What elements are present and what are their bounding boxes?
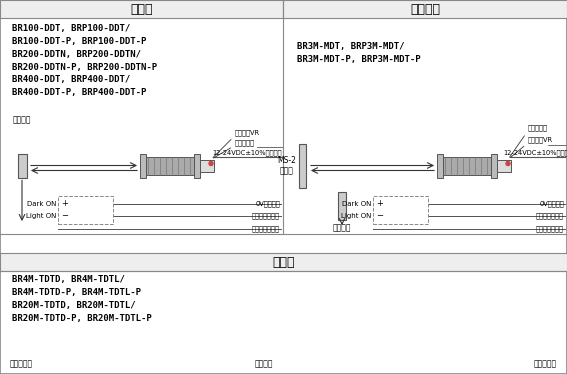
Text: 检测物体: 检测物体 [12,115,31,124]
Text: −: − [61,211,69,220]
Bar [299,144,306,187]
Bar [373,196,428,224]
Bar [18,153,27,178]
Text: Dark ON: Dark ON [27,201,56,207]
Text: +: + [62,199,69,208]
Text: 对射型: 对射型 [272,255,295,269]
Bar [0,0,283,18]
Text: 镜面反射: 镜面反射 [410,3,440,15]
Bar [497,159,511,172]
Bar [194,153,200,178]
Text: 动作指示灯: 动作指示灯 [235,139,255,145]
Text: BR100-DDT, BRP100-DDT/
BR100-DDT-P, BRP100-DDT-P
BR200-DDTN, BRP200-DDTN/
BR200-: BR100-DDT, BRP100-DDT/ BR100-DDT-P, BRP1… [12,24,157,97]
Circle shape [209,162,213,166]
Bar [140,153,146,178]
Text: 调节旋鈕VR: 调节旋鈕VR [235,129,260,135]
Text: Light ON: Light ON [341,212,371,218]
Bar [437,153,443,178]
Bar [58,196,113,224]
Text: 输出线（黑色）: 输出线（黑色） [536,226,564,232]
Text: BR3M-MDT, BRP3M-MDT/
BR3M-MDT-P, BRP3M-MDT-P: BR3M-MDT, BRP3M-MDT/ BR3M-MDT-P, BRP3M-M… [297,42,421,64]
Text: 动作指示灯: 动作指示灯 [534,359,557,368]
Text: 输出线（黑色）: 输出线（黑色） [252,226,280,232]
Text: −: − [376,211,383,220]
Text: Dark ON: Dark ON [342,201,371,207]
Text: 0V（蓝色）: 0V（蓝色） [255,200,280,207]
Text: MS-2
反射镜: MS-2 反射镜 [277,156,296,175]
Text: 动作指示灯: 动作指示灯 [528,124,548,131]
Text: 调节旋鈕VR: 调节旋鈕VR [528,136,553,142]
Bar [491,153,497,178]
Text: 0V（蓝色）: 0V（蓝色） [539,200,564,207]
Text: 12-24VDC±10%（棕色）: 12-24VDC±10%（棕色） [503,149,567,156]
Text: +: + [376,199,383,208]
Text: 漫反射: 漫反射 [130,3,153,15]
Bar [338,192,346,220]
Text: Light ON: Light ON [26,212,56,218]
Text: 控制线（白色）: 控制线（白色） [252,212,280,219]
Bar [443,156,491,175]
Text: 控制线（白色）: 控制线（白色） [536,212,564,219]
Text: 12-24VDC±10%（棕色）: 12-24VDC±10%（棕色） [213,149,282,156]
Bar [283,0,567,18]
Text: 检测物体: 检测物体 [254,359,273,368]
Text: BR4M-TDTD, BR4M-TDTL/
BR4M-TDTD-P, BR4M-TDTL-P
BR20M-TDTD, BR20M-TDTL/
BR20M-TDT: BR4M-TDTD, BR4M-TDTL/ BR4M-TDTD-P, BR4M-… [12,275,152,322]
Bar [200,159,214,172]
Circle shape [506,162,510,166]
Bar [146,156,194,175]
Text: 检测物体: 检测物体 [333,223,351,232]
Text: 电源指示灯: 电源指示灯 [10,359,33,368]
Bar [0,253,567,271]
